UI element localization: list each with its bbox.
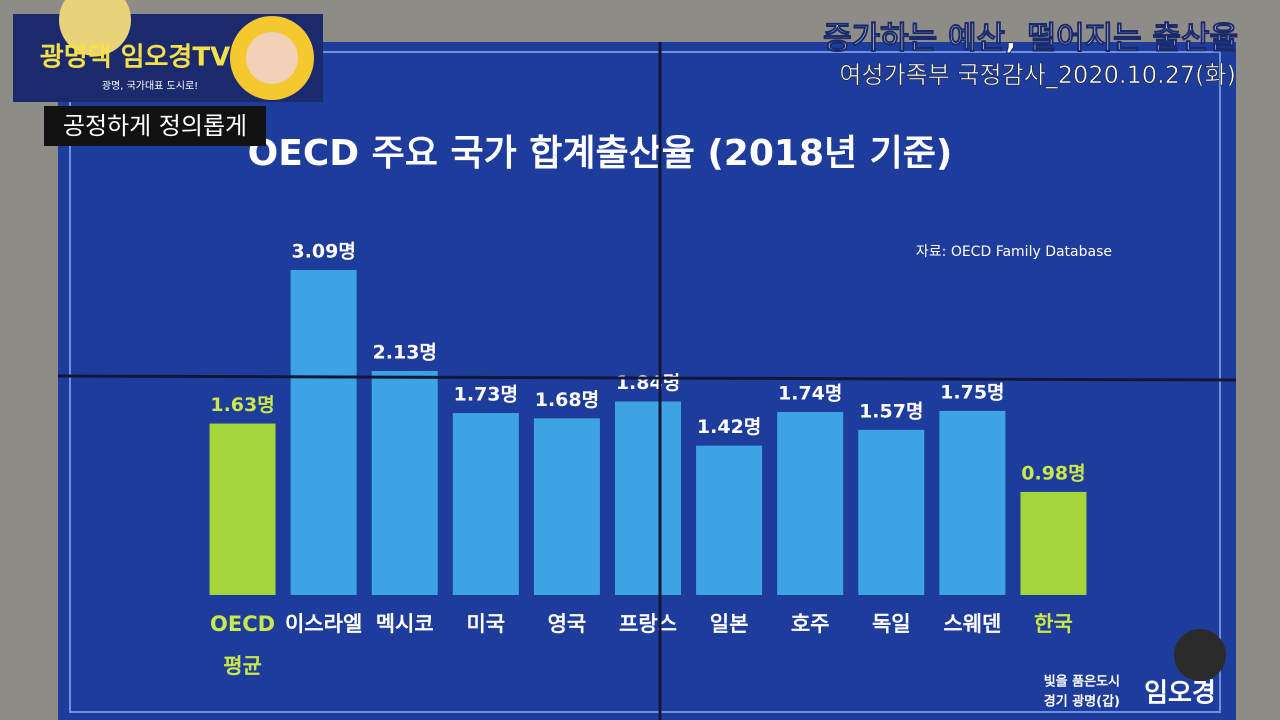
x-tick-label: 미국 [466, 612, 505, 636]
bar [209, 423, 276, 595]
x-tick-label: 호주 [791, 612, 830, 636]
bar [371, 370, 438, 595]
badge-name: 임오경 [1144, 679, 1216, 709]
value-label: 1.57명 [859, 400, 923, 422]
badge-line1: 빛을 품은도시 [1044, 674, 1120, 690]
motto: 공정하게 정의롭게 [63, 112, 247, 140]
bar [1020, 491, 1087, 595]
chart-title: OECD 주요 국가 합계출산율 (2018년 기준) [248, 133, 953, 174]
value-label: 1.42명 [697, 416, 761, 438]
value-label: 1.68명 [535, 389, 599, 411]
x-tick-label: 한국 [1034, 612, 1073, 636]
value-label: 3.09명 [291, 241, 355, 263]
bar [290, 270, 357, 595]
headline: 증가하는 예산, 떨어지는 출산율 [823, 21, 1238, 57]
x-tick-label: 영국 [548, 612, 587, 636]
screen-border [69, 51, 1221, 713]
screen [58, 42, 1236, 720]
x-tick-label: 멕시코 [376, 612, 434, 636]
subheadline: 여성가족부 국정감사_2020.10.27(화) [839, 61, 1236, 89]
value-label: 1.84명 [616, 372, 680, 394]
value-label: 2.13명 [373, 341, 437, 363]
bar [696, 445, 763, 595]
badge-line2: 경기 광명(갑) [1044, 694, 1120, 710]
bar [452, 413, 519, 595]
channel: 광명댁 임오경TV [40, 43, 230, 73]
value-label: 1.75명 [940, 381, 1004, 403]
x-tick-label: 일본 [710, 612, 749, 636]
channel-slogan: 광명, 국가대표 도시로! [102, 80, 198, 92]
screen-seam [57, 374, 1237, 382]
source: 자료: OECD Family Database [916, 244, 1112, 260]
x-tick-label: 이스라엘 [285, 612, 362, 636]
x-tick-label: 프랑스 [619, 612, 677, 636]
value-label: 1.63명 [210, 394, 274, 416]
x-tick-label: 스웨덴 [943, 612, 1001, 636]
x-tick-label: OECD 평균 [210, 612, 275, 678]
value-label: 0.98명 [1021, 462, 1085, 484]
bar [858, 429, 925, 595]
motto-box [44, 106, 266, 146]
x-tick-label: 독일 [872, 612, 911, 636]
badge-portrait [1174, 629, 1226, 681]
bar [939, 410, 1006, 595]
value-label: 1.73명 [454, 384, 518, 406]
value-label: 1.74명 [778, 382, 842, 404]
portrait [246, 32, 298, 84]
bar [777, 411, 844, 595]
bar [533, 418, 600, 595]
moon [59, 0, 131, 56]
bar [615, 401, 681, 595]
